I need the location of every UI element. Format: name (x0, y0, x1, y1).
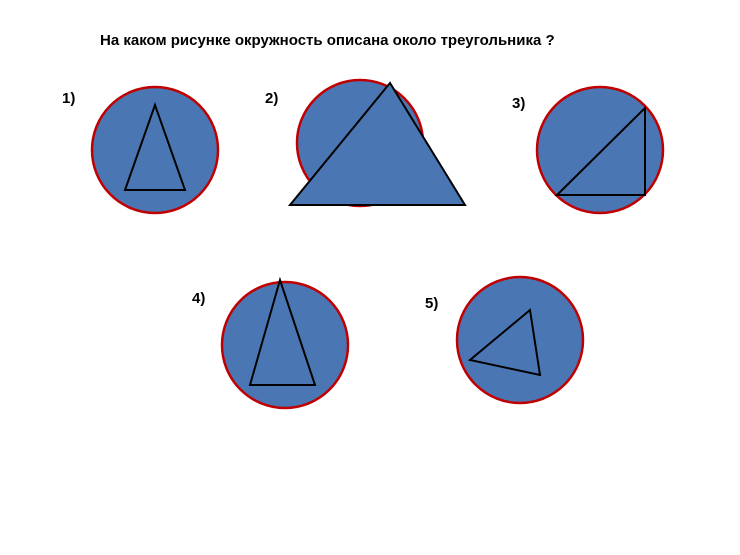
figure-2 (270, 75, 470, 235)
figure-5 (450, 270, 590, 415)
figure-1 (85, 80, 225, 220)
circle-5 (457, 277, 583, 403)
label-1: 1) (62, 90, 75, 107)
label-3: 3) (512, 95, 525, 112)
figure-4 (215, 270, 355, 415)
question-text: На каком рисунке окружность описана окол… (100, 32, 555, 49)
label-4: 4) (192, 290, 205, 307)
figure-3 (530, 80, 670, 220)
label-5: 5) (425, 295, 438, 312)
circle-4 (222, 282, 348, 408)
